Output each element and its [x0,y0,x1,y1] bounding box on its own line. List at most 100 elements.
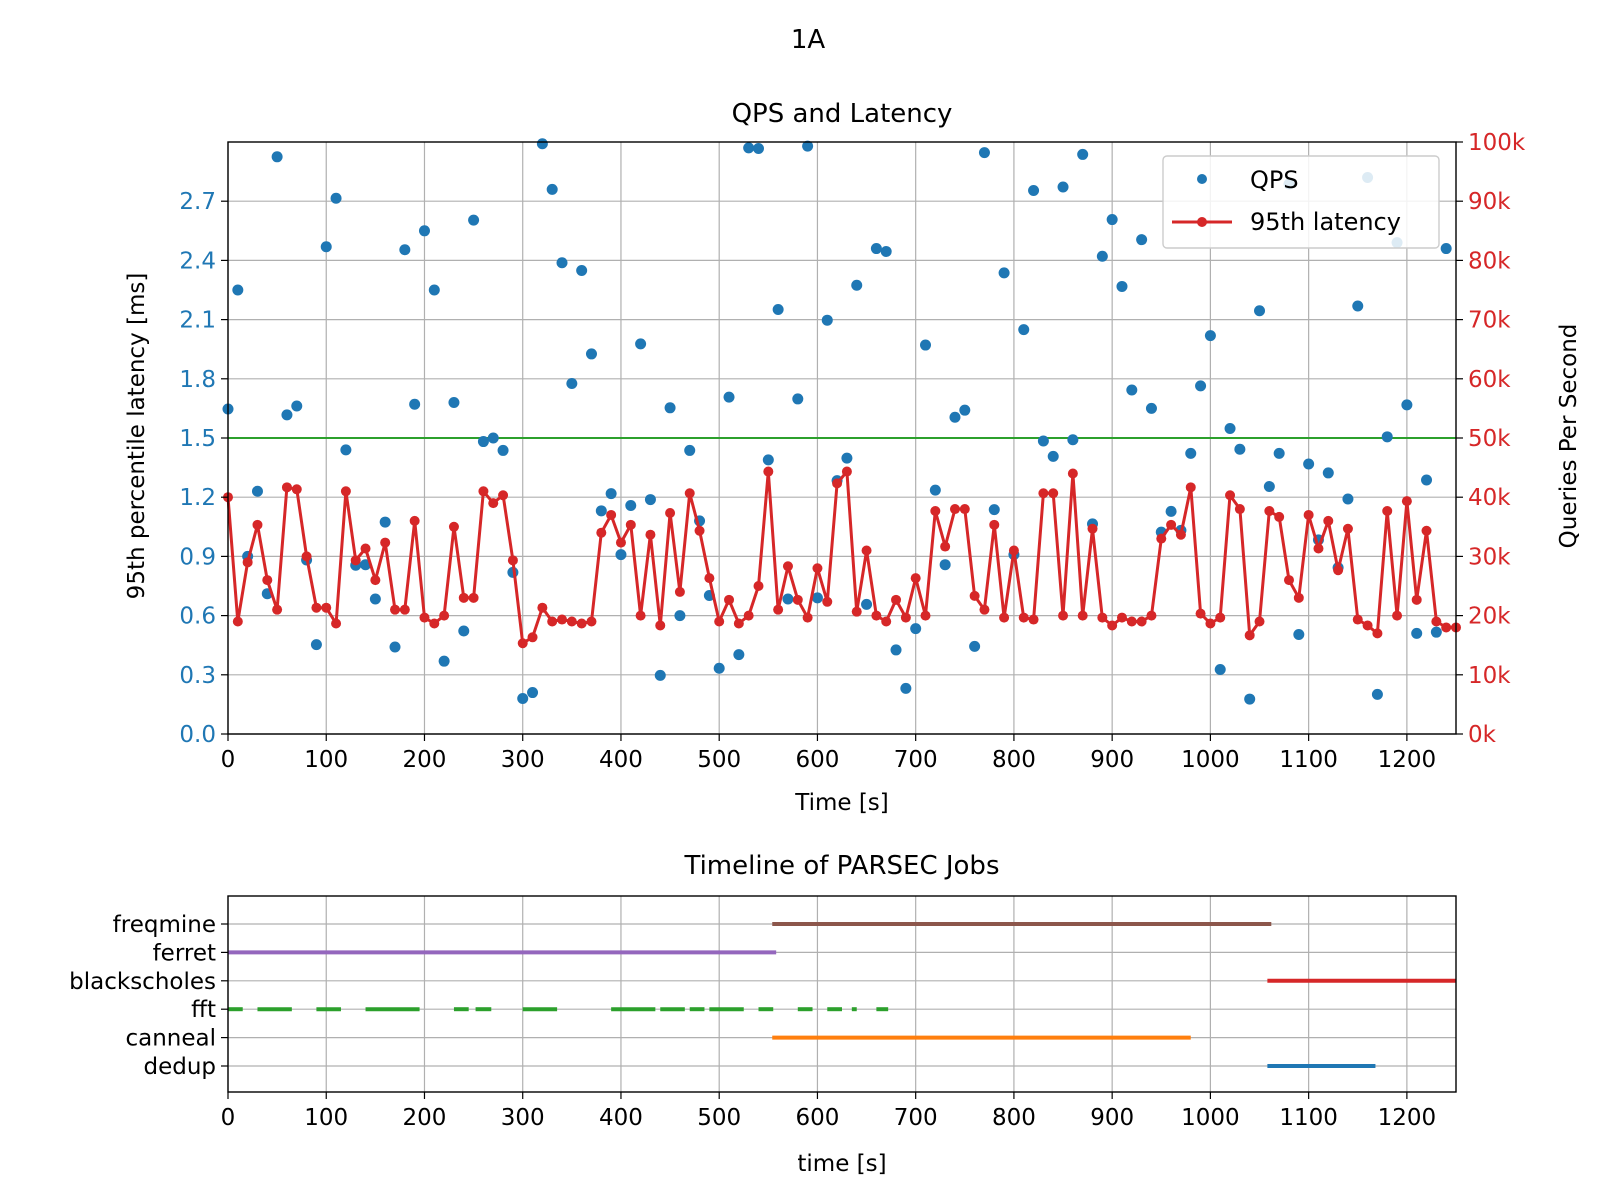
qps-point [772,304,784,316]
latency-point [753,581,764,591]
qps-point [1303,458,1315,470]
latency-point [832,478,843,489]
job-label-freqmine: freqmine [113,912,216,938]
latency-point [586,616,597,627]
qps-point [399,244,411,256]
latency-point [1352,614,1363,625]
latency-point [1392,610,1403,621]
latency-point [949,504,960,515]
qps-point [811,592,823,604]
top-y-left-tick-label: 0.3 [179,663,216,689]
qps-point [821,314,833,326]
qps-point [1293,629,1305,641]
top-y-left-tick-label: 2.7 [179,189,216,215]
latency-point [281,482,292,493]
latency-point [615,537,626,548]
latency-point [792,594,803,605]
latency-point [488,498,499,509]
latency-point [782,561,793,572]
latency-point [1441,622,1452,633]
latency-point [1421,525,1432,536]
qps-point [369,593,381,605]
qps-point [1263,481,1275,493]
qps-point [576,264,588,276]
latency-point [1097,612,1108,623]
top-y-right-tick-label: 0k [1468,722,1497,748]
latency-series [223,466,1461,649]
qps-point [890,644,902,656]
qps-point [291,400,303,412]
bottom-x-tick-label: 800 [992,1105,1036,1131]
top-y-left-tick-label: 1.8 [179,367,216,393]
qps-point [1234,443,1246,455]
qps-point [713,662,725,674]
legend-box [1162,155,1440,249]
bottom-x-tick-label: 1100 [1279,1105,1338,1131]
top-y-left-label: 95th percentile latency [ms] [124,273,150,600]
latency-point [625,519,636,530]
latency-point [1382,506,1393,517]
top-y-right-tick-label: 70k [1468,308,1511,334]
legend-qps-label: QPS [1250,166,1299,194]
latency-point [547,616,558,627]
latency-point [1313,543,1324,554]
top-y-right-tick-label: 20k [1468,604,1511,630]
bottom-x-ticks: 0 100 200 300 400 500 600 700 800 900 1000 1100 1200 [221,1092,1436,1131]
qps-point [1195,380,1207,392]
top-x-tick-label: 400 [599,747,643,773]
qps-point [1440,243,1452,255]
qps-point [1244,693,1256,705]
qps-point [1057,181,1069,193]
qps-point [792,393,804,405]
latency-point [1274,511,1285,522]
latency-point [527,632,538,643]
job-label-ferret: ferret [153,940,216,966]
latency-point [1293,592,1304,603]
latency-point [1401,496,1412,507]
qps-point [566,378,578,390]
latency-point [380,537,391,548]
top-x-tick-label: 600 [795,747,839,773]
qps-point [281,409,293,421]
latency-point [851,606,862,617]
latency-point [1156,533,1167,544]
qps-point [536,138,548,150]
qps-point [418,225,430,237]
latency-point [390,604,401,615]
qps-point [674,610,686,622]
latency-point [1077,610,1088,621]
bottom-x-tick-label: 400 [599,1105,643,1131]
qps-point [1018,324,1030,336]
latency-point [1107,620,1118,631]
latency-point [1048,488,1059,499]
latency-point [576,618,587,629]
latency-point [301,551,312,562]
latency-point [891,594,902,605]
latency-point [566,616,577,627]
qps-point [458,625,470,637]
latency-point [1431,616,1442,627]
latency-point [802,612,813,623]
latency-point [812,563,823,574]
qps-point [320,241,332,253]
latency-point [1028,614,1039,625]
latency-point [773,604,784,615]
latency-point [331,618,342,629]
qps-point [851,279,863,291]
qps-point [1126,384,1138,396]
qps-point [556,257,568,269]
legend-latency-marker [1197,217,1207,227]
latency-point [645,529,656,540]
qps-point [1430,626,1442,638]
top-y-left-tick-label: 2.4 [179,248,216,274]
qps-point [1401,399,1413,411]
latency-point [1126,616,1137,627]
top-y-left-tick-label: 0.6 [179,604,216,630]
latency-point [881,616,892,627]
top-x-label: Time [s] [794,790,889,816]
top-y-left-tick-label: 0.0 [179,722,216,748]
qps-point [468,214,480,226]
latency-point [655,620,666,631]
bottom-x-tick-label: 0 [221,1105,236,1131]
qps-point [585,348,597,360]
